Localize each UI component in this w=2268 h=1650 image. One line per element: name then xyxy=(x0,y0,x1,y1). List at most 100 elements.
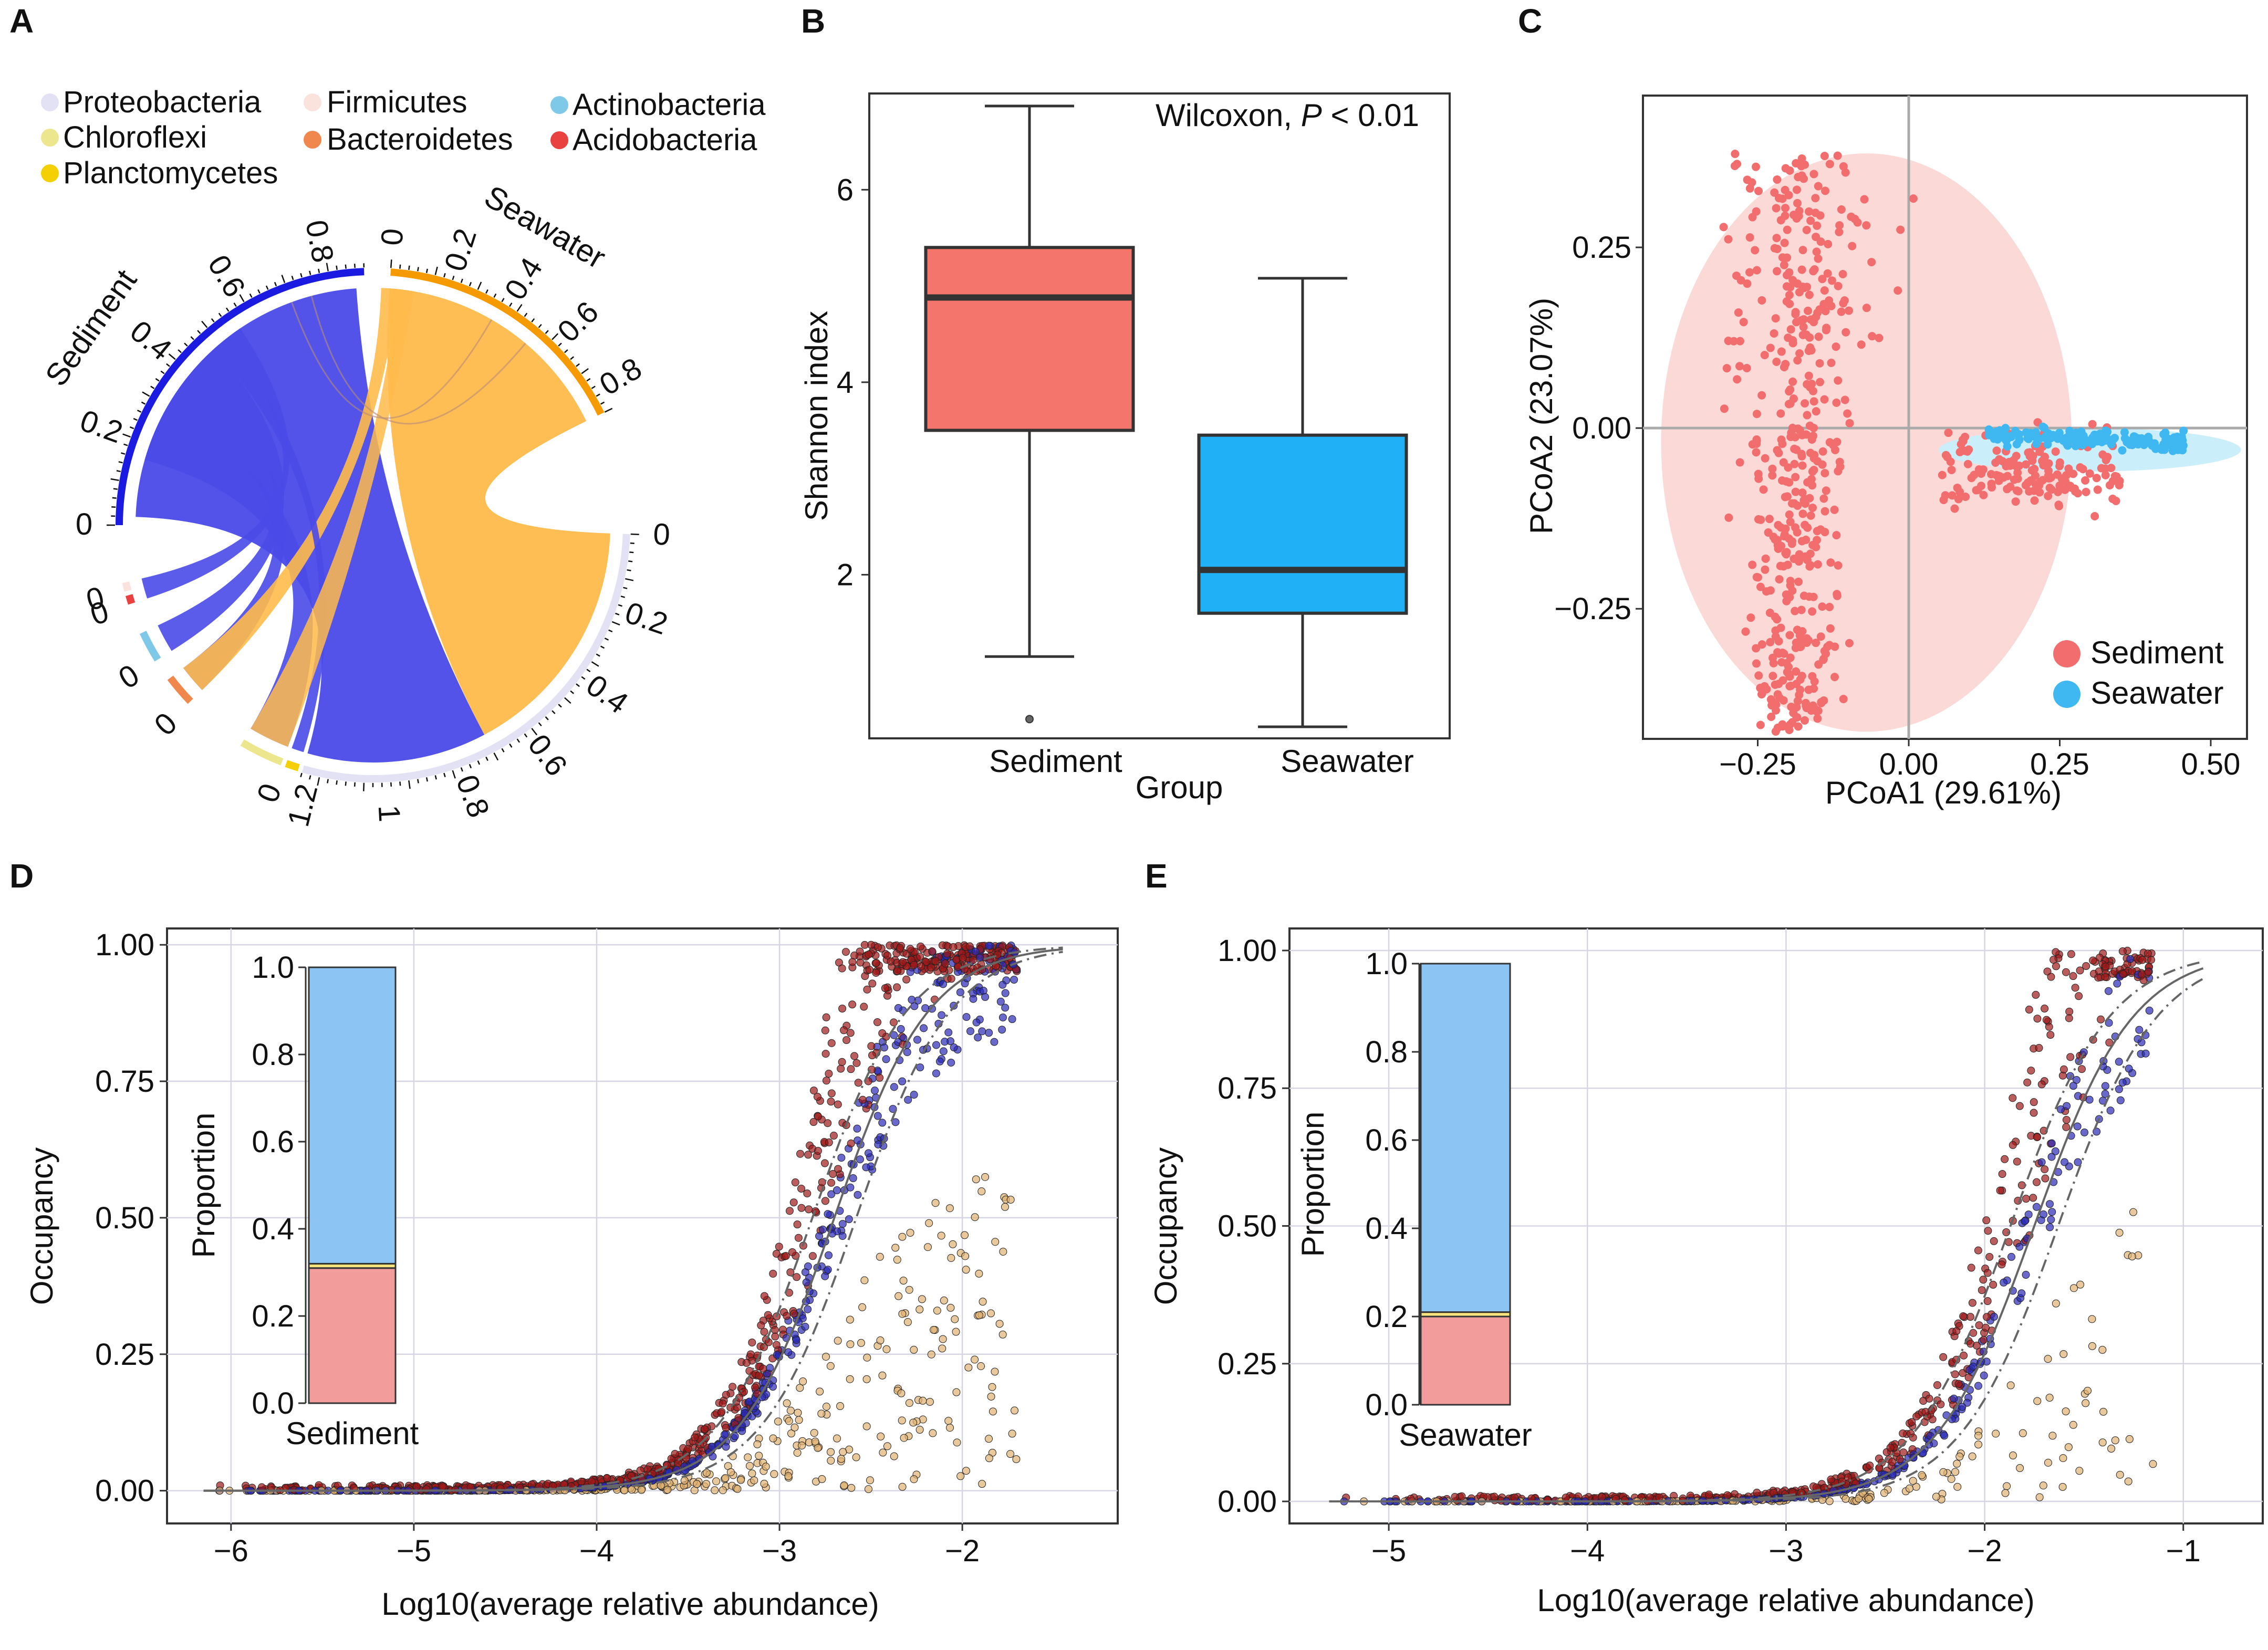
point-below xyxy=(876,1252,884,1261)
point-above xyxy=(906,945,914,953)
point-within xyxy=(962,1013,971,1021)
pcoa-point-sediment xyxy=(1825,602,1834,611)
point-below xyxy=(877,1432,885,1440)
point-above xyxy=(965,942,974,951)
point-above xyxy=(2071,984,2079,992)
point-above xyxy=(1968,1299,1976,1307)
point-above xyxy=(671,1450,679,1458)
pcoa-point-sediment xyxy=(1768,464,1777,473)
chord-diagram: 0 0.20.40.60.800.20.40.60.811.200.20.40.6… xyxy=(38,179,672,830)
point-above xyxy=(2043,967,2052,976)
point-within xyxy=(838,1220,847,1228)
point-above xyxy=(771,1332,779,1341)
point-below xyxy=(753,1440,762,1448)
pcoa-point-sediment xyxy=(1813,560,1822,569)
pcoa-point-sediment xyxy=(1773,267,1782,276)
pcoa-legend: Sediment Seawater xyxy=(2053,635,2224,711)
point-above xyxy=(837,1064,845,1073)
point-below xyxy=(817,1409,826,1418)
point-below xyxy=(790,1423,799,1432)
point-above xyxy=(893,983,901,991)
point-above xyxy=(1997,1260,2006,1269)
boxplot-y-tick-label: 4 xyxy=(837,365,854,400)
point-above xyxy=(820,1159,829,1167)
pcoa-point-seawater xyxy=(2015,435,2024,444)
point-within xyxy=(2047,1153,2056,1161)
pcoa-point-sediment xyxy=(1781,164,1790,173)
pcoa-point-sediment xyxy=(1824,239,1833,248)
point-below xyxy=(906,1228,914,1237)
point-below xyxy=(847,1484,856,1492)
pcoa-point-sediment xyxy=(1771,626,1780,635)
point-above xyxy=(760,1328,768,1336)
pcoa-point-sediment xyxy=(1752,644,1761,653)
point-above xyxy=(1989,1280,1997,1289)
pcoa-point-sediment xyxy=(1772,358,1781,367)
pcoa-point-sediment xyxy=(1823,269,1832,278)
point-below xyxy=(977,1187,986,1196)
point-below xyxy=(2111,1436,2119,1445)
point-below xyxy=(2059,1350,2068,1358)
pcoa-point-sediment xyxy=(1720,404,1729,413)
pcoa-point-sediment xyxy=(1807,435,1816,444)
pcoa-point-seawater xyxy=(2103,427,2112,436)
pcoa-point-sediment xyxy=(1867,258,1876,267)
pcoa-point-sediment xyxy=(1801,698,1810,707)
point-within xyxy=(784,1348,793,1356)
point-above xyxy=(2002,1228,2011,1236)
point-above xyxy=(858,1095,867,1104)
point-above xyxy=(438,1482,446,1491)
point-above xyxy=(2030,1098,2038,1106)
fit-lower-ci xyxy=(203,951,1063,1492)
point-within xyxy=(874,1140,882,1148)
pcoa-point-sediment xyxy=(1774,680,1783,688)
point-below xyxy=(1909,1477,1917,1485)
point-above xyxy=(1510,1494,1518,1502)
point-within xyxy=(2135,1026,2144,1034)
sediment-axis-tick xyxy=(150,385,155,389)
pcoa-point-sediment xyxy=(1781,204,1790,213)
point-above xyxy=(735,1394,743,1402)
pcoa-point-sediment xyxy=(1784,670,1793,678)
pcoa-point-seawater xyxy=(2088,433,2097,442)
point-within xyxy=(932,1041,941,1049)
point-above xyxy=(769,1269,777,1278)
point-below xyxy=(988,1383,996,1391)
point-within xyxy=(2074,1158,2082,1166)
point-below xyxy=(900,1434,908,1442)
legend-label-actinobacteria: Actinobacteria xyxy=(573,88,766,122)
point-above xyxy=(422,1485,431,1494)
point-below xyxy=(909,1418,918,1427)
pcoa-y-tick-label: −0.25 xyxy=(1554,592,1631,626)
pcoa-point-seawater xyxy=(2148,441,2157,450)
point-above xyxy=(873,943,882,952)
point-above xyxy=(848,958,857,966)
point-above xyxy=(2118,947,2127,955)
pcoa-point-seawater xyxy=(2042,432,2051,441)
point-above xyxy=(2062,1123,2071,1131)
point-within xyxy=(2126,955,2135,963)
point-above xyxy=(788,1248,797,1256)
sediment-axis-tick xyxy=(178,349,182,353)
point-above xyxy=(969,956,977,964)
pcoa-point-sediment xyxy=(1818,275,1827,284)
pcoa-point-sediment xyxy=(1772,204,1781,213)
point-below xyxy=(1008,1429,1016,1438)
pcoa-point-sediment xyxy=(1760,351,1769,360)
point-below xyxy=(952,1388,961,1396)
panel-c: C PCoA2 (23.07%) PCoA1 (29.61%) −0.25 0.0… xyxy=(1518,2,2248,810)
point-above xyxy=(804,1151,813,1159)
proteobacteria-axis-tick xyxy=(317,777,320,786)
pcoa-point-sediment xyxy=(1752,207,1761,216)
pcoa-point-sediment xyxy=(1746,613,1755,622)
point-within xyxy=(2115,1085,2123,1093)
point-below xyxy=(2076,1280,2085,1289)
point-below xyxy=(2099,1407,2108,1416)
pcoa-point-sediment xyxy=(1752,659,1761,668)
pcoa-point-sediment xyxy=(1816,525,1825,534)
point-within xyxy=(981,993,990,1001)
point-below xyxy=(991,1367,999,1376)
point-above xyxy=(1621,1496,1629,1504)
chord-thin-2 xyxy=(310,296,526,425)
pcoa-x-tick-label: 0.50 xyxy=(2181,747,2241,781)
